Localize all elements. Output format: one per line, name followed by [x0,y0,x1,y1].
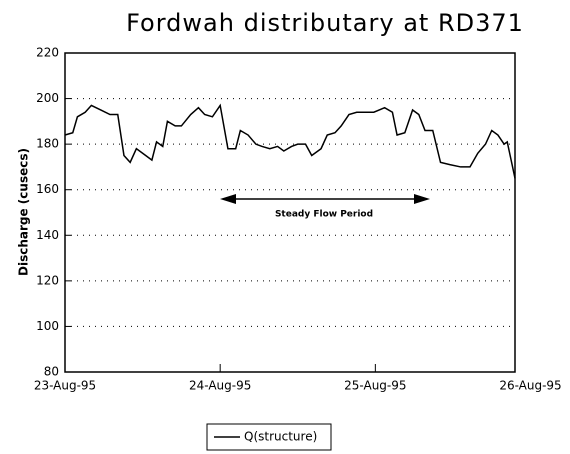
y-tick-label: 120 [36,273,59,287]
x-tick-label: 23-Aug-95 [34,379,96,393]
y-tick-label: 80 [44,365,59,379]
y-tick-label: 200 [36,91,59,105]
y-axis-label: Discharge (cusecs) [17,148,31,276]
annotation: Steady Flow Period [275,210,373,220]
legend-label: Q(structure) [244,430,317,444]
plot-frame [64,52,516,373]
y-tick-label: 220 [36,46,59,60]
x-tick-label: 24-Aug-95 [189,379,251,393]
y-tick-label: 100 [36,319,59,333]
annotation-arrow [220,194,430,204]
legend [206,423,332,451]
x-tick-label: 26-Aug-95 [499,379,561,393]
x-tick-label: 25-Aug-95 [344,379,406,393]
y-tick-label: 180 [36,137,59,151]
data-line [64,103,516,179]
y-tick-label: 160 [36,182,59,196]
y-tick-label: 140 [36,228,59,242]
chart-title: Fordwah distributary at RD371 [126,9,524,37]
